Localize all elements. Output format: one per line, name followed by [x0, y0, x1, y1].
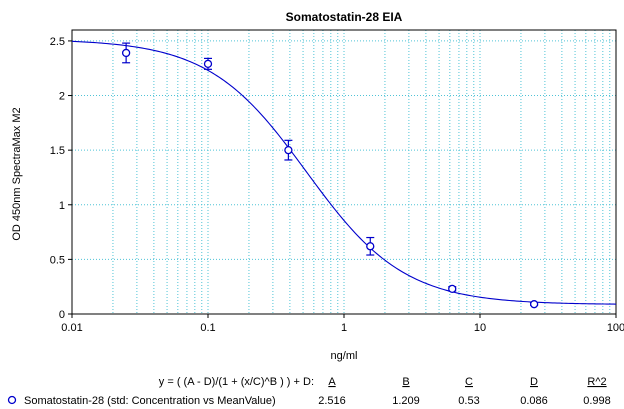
x-tick-label: 0.1 [200, 322, 215, 334]
legend-header-c: C [465, 376, 473, 388]
data-point [366, 242, 375, 251]
y-tick-label: 2.5 [50, 36, 65, 48]
legend-header-d: D [530, 376, 538, 388]
legend: y = ( (A - D)/(1 + (x/C)^B ) ) + D: A B … [7, 376, 611, 407]
legend-series-name: Somatostatin-28 (std: Concentration vs M… [24, 395, 276, 407]
legend-header-r2: R^2 [587, 376, 606, 388]
y-tick-label: 0.5 [50, 254, 65, 266]
fit-equation: y = ( (A - D)/(1 + (x/C)^B ) ) + D: [159, 376, 314, 388]
legend-marker [7, 395, 17, 405]
y-tick-label: 2 [59, 91, 65, 103]
legend-header-a: A [328, 376, 336, 388]
y-tick-label: 1.5 [50, 145, 65, 157]
x-tick-label: 0.01 [61, 322, 82, 334]
legend-value-r2: 0.998 [583, 395, 611, 407]
legend-value-d: 0.086 [520, 395, 548, 407]
data-point [284, 146, 293, 155]
legend-header-b: B [402, 376, 409, 388]
legend-value-c: 0.53 [458, 395, 479, 407]
axis-ticks: 0.01 0.1 1 10 100 0 0.5 1 1.5 2 2.5 [50, 36, 624, 334]
grid [72, 30, 616, 314]
fit-curve [71, 40, 617, 305]
y-tick-label: 0 [59, 309, 65, 321]
data-point [121, 48, 131, 58]
x-tick-label: 100 [607, 322, 624, 334]
x-axis-label: ng/ml [331, 350, 358, 362]
x-tick-label: 10 [474, 322, 486, 334]
legend-value-b: 1.209 [392, 395, 420, 407]
y-tick-label: 1 [59, 200, 65, 212]
data-point [448, 284, 457, 294]
chart-title: Somatostatin-28 EIA [286, 10, 403, 24]
fit-layer [71, 40, 617, 305]
y-axis-label: OD 450nm SpectraMax M2 [11, 107, 23, 240]
legend-value-a: 2.516 [318, 395, 346, 407]
data-point [203, 59, 213, 69]
x-tick-label: 1 [341, 322, 347, 334]
data-point [529, 300, 539, 309]
data-points [121, 42, 539, 309]
